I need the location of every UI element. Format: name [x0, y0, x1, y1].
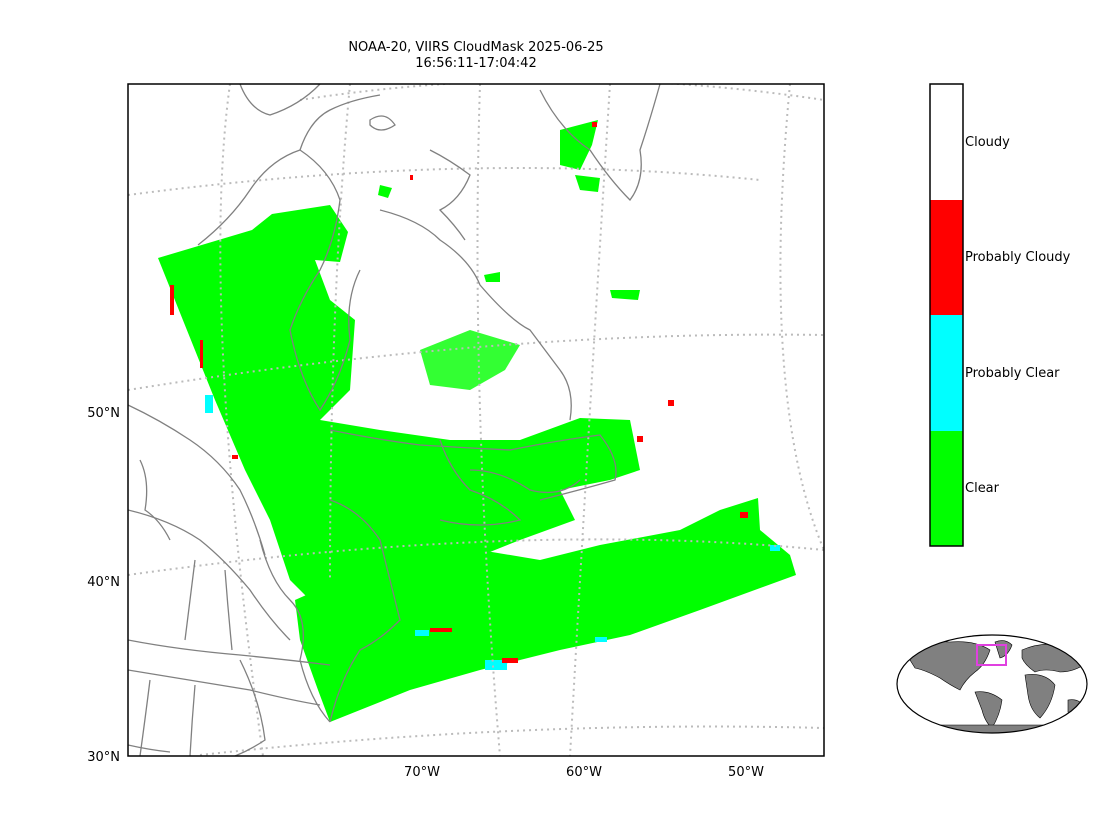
colorbar-cloudy-swatch [930, 84, 963, 200]
lon-label-50w: 50°W [728, 765, 764, 780]
inset-region-box [976, 644, 1007, 666]
colorbar: Cloudy Probably Cloudy Probably Clear Cl… [929, 83, 1071, 547]
colorbar-label-clear: Clear [965, 481, 1000, 496]
inset-south-america [974, 691, 1003, 729]
colorbar-label-probably-cloudy: Probably Cloudy [965, 250, 1071, 265]
map-frame [127, 83, 825, 757]
lon-label-60w: 60°W [566, 765, 602, 780]
chart-title: NOAA-20, VIIRS CloudMask 2025-06-25 16:5… [296, 40, 656, 72]
title-line-1: NOAA-20, VIIRS CloudMask 2025-06-25 [348, 40, 604, 55]
inset-world-map [896, 634, 1088, 734]
probably-cloudy-region [170, 122, 748, 663]
colorbar-probably-cloudy-swatch [930, 200, 963, 315]
map-panel[interactable] [128, 80, 824, 756]
colorbar-probably-clear-swatch [930, 315, 963, 431]
title-line-2: 16:56:11-17:04:42 [415, 56, 537, 71]
colorbar-clear-swatch [930, 431, 963, 546]
graticule [128, 84, 824, 756]
coastlines [128, 84, 661, 756]
colorbar-frame [929, 83, 964, 547]
probably-clear-region [205, 395, 780, 670]
clear-region [158, 120, 796, 722]
inset-africa [1024, 674, 1056, 719]
colorbar-label-cloudy: Cloudy [965, 135, 1010, 150]
inset-europe-asia [1021, 643, 1087, 673]
inset-north-america [904, 641, 991, 691]
lat-label-50n: 50°N [87, 406, 120, 421]
lat-label-40n: 40°N [87, 575, 120, 590]
colorbar-label-probably-clear: Probably Clear [965, 366, 1060, 381]
lon-label-70w: 70°W [404, 765, 440, 780]
lat-label-30n: 30°N [87, 750, 120, 765]
